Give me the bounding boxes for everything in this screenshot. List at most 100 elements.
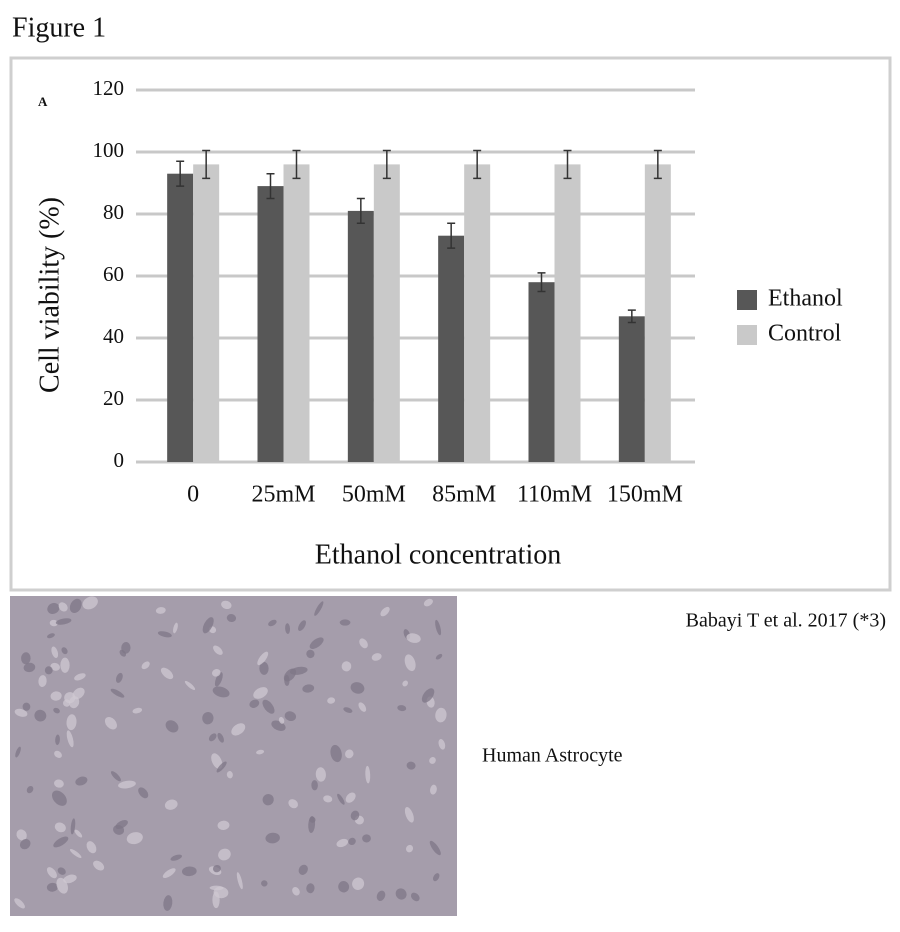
cell bbox=[395, 888, 407, 900]
cell bbox=[54, 750, 62, 758]
x-axis-label: Ethanol concentration bbox=[315, 539, 561, 570]
cell bbox=[22, 702, 31, 711]
y-tick-label: 0 bbox=[114, 448, 125, 472]
legend-swatch bbox=[737, 325, 757, 345]
cell bbox=[110, 688, 125, 698]
cell bbox=[47, 633, 55, 639]
cell bbox=[406, 633, 421, 643]
error-bar bbox=[653, 149, 662, 180]
bar bbox=[618, 316, 645, 462]
cell bbox=[221, 600, 232, 610]
cell bbox=[348, 837, 356, 846]
cell bbox=[341, 661, 352, 672]
cell bbox=[343, 707, 353, 713]
cell bbox=[181, 866, 197, 877]
y-axis-label: Cell viability (%) bbox=[34, 197, 65, 393]
y-tick-label: 20 bbox=[103, 386, 124, 410]
bar bbox=[464, 164, 491, 462]
cell bbox=[212, 686, 230, 698]
bar bbox=[283, 164, 310, 462]
cell bbox=[308, 816, 316, 833]
cell bbox=[160, 667, 174, 680]
cell bbox=[402, 680, 409, 687]
citation: Babayi T et al. 2017 (*3) bbox=[686, 610, 886, 632]
x-tick-label: 110mM bbox=[517, 482, 592, 508]
cell bbox=[259, 661, 269, 675]
figure-label: Figure 1 bbox=[12, 12, 106, 43]
cell bbox=[212, 669, 221, 677]
cell bbox=[69, 598, 82, 614]
cell bbox=[339, 619, 351, 626]
cell bbox=[47, 602, 60, 615]
cell bbox=[118, 780, 136, 789]
cell bbox=[66, 714, 77, 731]
cell bbox=[289, 666, 308, 675]
legend-swatch bbox=[737, 290, 757, 310]
cell bbox=[170, 854, 182, 861]
y-tick-label: 100 bbox=[93, 138, 125, 162]
x-tick-label: 50mM bbox=[342, 482, 406, 508]
cell bbox=[421, 688, 435, 703]
bar bbox=[257, 186, 284, 462]
cell bbox=[236, 872, 243, 890]
cell bbox=[435, 653, 443, 660]
bar bbox=[438, 235, 465, 462]
cell bbox=[309, 637, 324, 649]
cell bbox=[14, 898, 25, 909]
cell bbox=[38, 675, 47, 688]
cell bbox=[211, 753, 223, 769]
cell bbox=[217, 732, 224, 743]
cell bbox=[34, 709, 47, 722]
bar bbox=[347, 210, 374, 462]
cell bbox=[75, 776, 88, 786]
cell bbox=[435, 619, 442, 636]
cell bbox=[438, 739, 446, 750]
bar bbox=[528, 282, 555, 462]
cell bbox=[209, 885, 224, 891]
cell bbox=[265, 832, 280, 844]
cell bbox=[208, 733, 217, 742]
image-background bbox=[10, 596, 457, 916]
bar bbox=[373, 164, 400, 462]
y-tick-label: 120 bbox=[93, 76, 125, 100]
microscope-image bbox=[10, 596, 457, 916]
cell bbox=[430, 784, 437, 795]
cell bbox=[115, 672, 123, 683]
cell bbox=[397, 705, 407, 712]
cell bbox=[406, 761, 416, 770]
cell bbox=[70, 818, 76, 835]
cell bbox=[231, 723, 246, 736]
cell bbox=[285, 623, 291, 635]
cell bbox=[345, 792, 356, 803]
cell bbox=[249, 699, 260, 708]
cell bbox=[162, 868, 176, 879]
cell bbox=[404, 654, 416, 672]
cell bbox=[261, 880, 268, 887]
cell bbox=[306, 883, 315, 894]
cell bbox=[15, 746, 21, 758]
cell bbox=[55, 734, 60, 746]
cell bbox=[226, 771, 233, 779]
error-bar bbox=[176, 160, 185, 187]
cell bbox=[54, 779, 64, 788]
cell bbox=[302, 684, 315, 693]
cell bbox=[55, 618, 72, 625]
cell bbox=[350, 682, 365, 694]
cell bbox=[365, 765, 371, 784]
error-bar bbox=[266, 172, 275, 200]
cell bbox=[268, 619, 277, 627]
cell bbox=[51, 646, 59, 658]
error-bar bbox=[202, 149, 211, 180]
cell bbox=[218, 848, 231, 861]
cell bbox=[298, 864, 308, 875]
cell bbox=[126, 832, 143, 845]
panel-label: A bbox=[38, 94, 48, 109]
cell bbox=[56, 877, 68, 894]
cell bbox=[157, 631, 172, 638]
cell bbox=[212, 864, 221, 873]
y-tick-label: 40 bbox=[103, 324, 124, 348]
cell bbox=[74, 829, 83, 838]
bar bbox=[644, 164, 671, 462]
cell bbox=[406, 844, 414, 853]
